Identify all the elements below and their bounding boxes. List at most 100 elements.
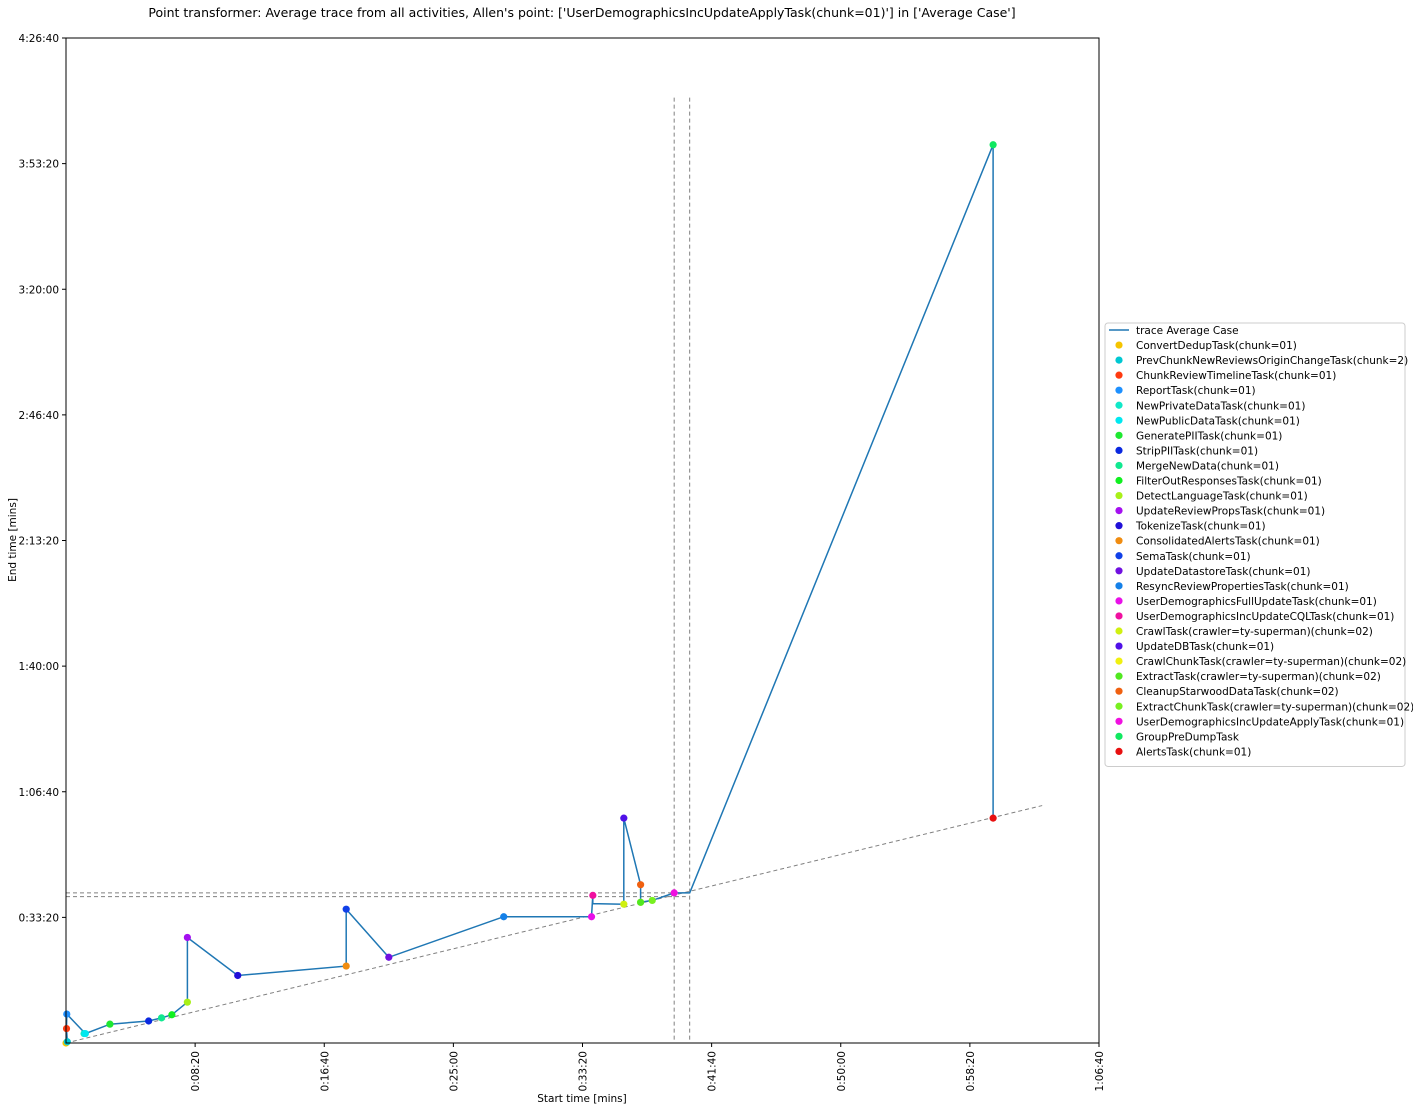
- y-tick-label-7: 3:53:20: [19, 159, 59, 171]
- legend-swatch-11: [1115, 491, 1123, 500]
- data-point-2: [63, 1038, 71, 1046]
- legend-label-3: ChunkReviewTimelineTask(chunk=01): [1136, 370, 1336, 382]
- legend-label-13: TokenizeTask(chunk=01): [1135, 521, 1266, 533]
- legend-label-10: FilterOutResponsesTask(chunk=01): [1136, 476, 1322, 488]
- x-axis-label: Start time [mins]: [537, 1093, 627, 1105]
- x-tick-label-1: 0:08:20: [190, 1051, 202, 1091]
- legend-swatch-27: [1115, 732, 1123, 740]
- y-tick-label-1: 0:33:20: [19, 912, 59, 924]
- data-point-17: [500, 913, 508, 921]
- x-tick-label-5: 0:41:40: [707, 1051, 719, 1091]
- legend-label-1: ConvertDedupTask(chunk=01): [1136, 340, 1297, 352]
- data-point-9: [157, 1014, 166, 1022]
- x-tick-label-8: 1:06:40: [1094, 1051, 1106, 1091]
- legend-label-9: MergeNewData(chunk=01): [1136, 460, 1279, 472]
- data-point-18: [587, 913, 596, 921]
- x-tick-label-6: 0:50:00: [836, 1051, 848, 1091]
- legend-swatch-2: [1115, 356, 1123, 364]
- chart-title: Point transformer: Average trace from al…: [148, 5, 1015, 20]
- y-tick-label-8: 4:26:40: [19, 33, 59, 45]
- y-tick-label-3: 1:40:00: [19, 661, 59, 673]
- legend-label-19: UserDemographicsIncUpdateCQLTask(chunk=0…: [1136, 611, 1394, 623]
- plot-area: [62, 37, 1100, 1047]
- legend-label-5: NewPrivateDataTask(chunk=01): [1136, 400, 1305, 412]
- legend-swatch-21: [1115, 642, 1123, 650]
- legend-label-17: ResyncReviewPropertiesTask(chunk=01): [1136, 581, 1349, 593]
- x-axis: 0:08:20 0:16:40 0:25:00 0:33:20 0:41:40 0:50:…: [190, 1043, 1106, 1091]
- legend-label-16: UpdateDatastoreTask(chunk=01): [1136, 566, 1311, 578]
- legend-box: [1104, 322, 1406, 767]
- data-point-27: [989, 141, 997, 149]
- legend-label-trace: trace Average Case: [1136, 325, 1239, 337]
- legend-swatch-13: [1115, 522, 1123, 530]
- legend-label-26: UserDemographicsIncUpdateApplyTask(chunk…: [1136, 716, 1404, 728]
- legend-swatch-7: [1115, 431, 1123, 439]
- trace-line: [65, 144, 994, 1044]
- legend-label-24: CleanupStarwoodDataTask(chunk=02): [1136, 686, 1339, 698]
- data-point-20: [620, 900, 628, 908]
- legend-label-20: CrawlTask(crawler=ty-superman)(chunk=02): [1136, 626, 1373, 638]
- data-point-25: [648, 896, 656, 905]
- legend-swatch-23: [1115, 672, 1123, 680]
- legend-label-12: UpdateReviewPropsTask(chunk=01): [1136, 506, 1325, 518]
- reference-diagonal-line: [65, 805, 1043, 1044]
- legend-label-28: AlertsTask(chunk=01): [1136, 746, 1251, 758]
- data-point-26: [670, 889, 678, 897]
- legend-label-27: GroupPreDumpTask: [1136, 731, 1240, 743]
- legend-swatch-1: [1115, 341, 1123, 349]
- data-point-11: [183, 998, 191, 1006]
- y-tick-label-5: 2:46:40: [19, 410, 59, 422]
- legend-swatch-3: [1115, 371, 1123, 379]
- legend-label-4: ReportTask(chunk=01): [1136, 385, 1256, 397]
- legend-swatch-28: [1115, 747, 1123, 756]
- legend-label-21: UpdateDBTask(chunk=01): [1136, 641, 1274, 653]
- y-tick-label-6: 3:20:00: [19, 284, 59, 296]
- data-point-10: [168, 1011, 176, 1019]
- legend-swatch-20: [1115, 627, 1123, 635]
- legend-label-22: CrawlChunkTask(crawler=ty-superman)(chun…: [1136, 656, 1406, 668]
- legend-label-8: StripPIITask(chunk=01): [1136, 445, 1258, 457]
- x-tick-label-7: 0:58:20: [965, 1051, 977, 1091]
- legend-label-14: ConsolidatedAlertsTask(chunk=01): [1136, 536, 1320, 548]
- legend-label-25: ExtractChunkTask(crawler=ty-superman)(ch…: [1136, 701, 1413, 713]
- x-tick-label-3: 0:25:00: [448, 1051, 460, 1091]
- data-point-16: [385, 953, 393, 961]
- data-point-14: [342, 962, 350, 970]
- y-tick-label-2: 1:06:40: [19, 787, 59, 799]
- data-point-3: [62, 1024, 71, 1033]
- legend-label-15: SemaTask(chunk=01): [1136, 551, 1251, 563]
- legend-swatch-18: [1115, 597, 1123, 605]
- legend-label-2: PrevChunkNewReviewsOriginChangeTask(chun…: [1136, 355, 1408, 367]
- legend-swatch-17: [1115, 582, 1123, 590]
- data-point-8: [145, 1017, 153, 1025]
- x-tick-label-4: 0:33:20: [578, 1051, 590, 1091]
- legend-swatch-15: [1115, 552, 1123, 560]
- data-point-24: [637, 881, 645, 889]
- legend-swatch-10: [1115, 476, 1123, 485]
- legend-swatch-25: [1115, 702, 1123, 710]
- legend-label-23: ExtractTask(crawler=ty-superman)(chunk=0…: [1136, 671, 1381, 683]
- data-point-21: [620, 814, 628, 822]
- legend-swatch-9: [1115, 461, 1123, 470]
- plot-frame: [65, 37, 1100, 1044]
- legend-swatch-5: [1115, 401, 1123, 409]
- data-point-12: [183, 933, 191, 942]
- legend-label-11: DetectLanguageTask(chunk=01): [1136, 491, 1308, 503]
- legend-swatch-26: [1115, 717, 1123, 725]
- legend-swatch-24: [1115, 687, 1123, 695]
- data-point-15: [342, 905, 350, 913]
- legend-swatch-6: [1115, 416, 1123, 424]
- legend-label-7: GeneratePIITask(chunk=01): [1136, 430, 1282, 442]
- legend-label-6: NewPublicDataTask(chunk=01): [1136, 415, 1300, 427]
- y-axis: 0:33:20 1:06:40 1:40:00 2:13:20 2:46:40 3:20:…: [19, 33, 66, 924]
- data-point-19: [589, 891, 597, 899]
- legend: trace Average Case ConvertDedupTask(chunk…: [1104, 322, 1413, 767]
- y-tick-label-4: 2:13:20: [19, 536, 59, 548]
- legend-swatch-12: [1115, 507, 1123, 515]
- data-point-23: [637, 898, 645, 906]
- legend-swatch-16: [1115, 567, 1123, 575]
- y-axis-label: End time [mins]: [7, 498, 19, 582]
- data-point-28: [989, 814, 997, 822]
- data-point-4: [63, 1010, 71, 1018]
